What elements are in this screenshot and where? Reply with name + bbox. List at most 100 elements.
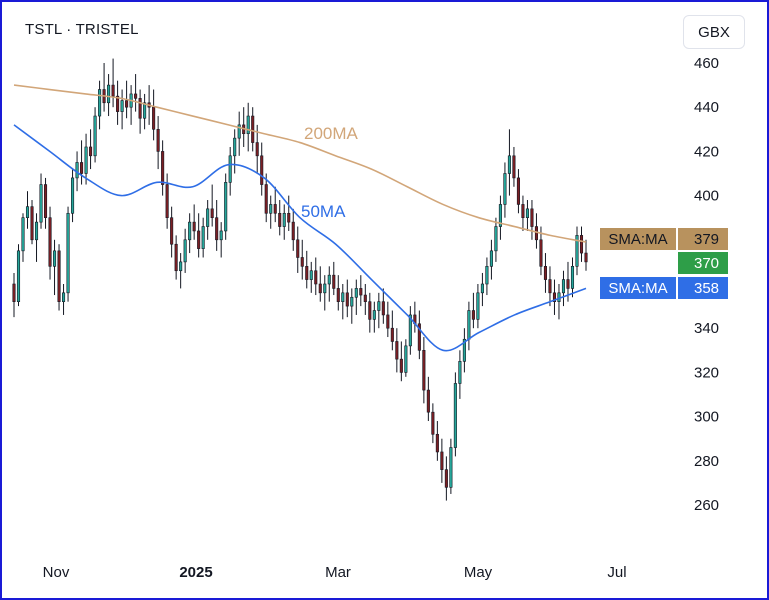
candle-body xyxy=(323,283,327,294)
candle xyxy=(345,279,349,318)
candles-group xyxy=(12,58,588,501)
y-tick-label: 260 xyxy=(694,497,719,514)
candle-body xyxy=(62,292,66,302)
candle-body xyxy=(34,221,39,241)
candle-body xyxy=(179,261,183,272)
candle-body xyxy=(66,212,70,294)
candle-body xyxy=(467,310,471,340)
candle-body xyxy=(228,155,232,183)
y-tick-label: 300 xyxy=(694,409,719,426)
candle-body xyxy=(476,292,480,320)
candle xyxy=(363,284,367,315)
candle-body xyxy=(503,173,507,205)
sma200-annotation: 200MA xyxy=(304,124,359,143)
candle-body xyxy=(197,230,201,249)
candle-body xyxy=(318,283,322,294)
candle-body xyxy=(354,288,358,298)
x-tick-label: Nov xyxy=(43,564,70,581)
price-tag-value-bg xyxy=(678,277,728,299)
candle xyxy=(485,257,489,296)
candle-body xyxy=(363,294,367,302)
candle-body xyxy=(125,100,129,108)
candle xyxy=(84,133,88,185)
candle-body xyxy=(498,204,502,227)
candle-body xyxy=(305,266,309,280)
candle xyxy=(98,80,102,130)
candle xyxy=(368,292,372,333)
candle-body xyxy=(269,204,273,214)
candle xyxy=(287,195,291,231)
candle xyxy=(462,328,466,373)
candle-body xyxy=(89,146,93,157)
candle-body xyxy=(12,283,16,302)
candle xyxy=(467,301,471,351)
candle-body xyxy=(170,217,174,245)
candle-body xyxy=(251,115,255,143)
y-tick-label: 400 xyxy=(694,188,719,205)
candle-body xyxy=(552,292,557,302)
price-tag-sma50: SMA:MA 358 xyxy=(600,277,728,299)
candle xyxy=(327,266,331,302)
candle xyxy=(102,63,106,112)
candle xyxy=(161,140,165,196)
candle xyxy=(179,253,183,289)
candle xyxy=(89,129,93,170)
candle xyxy=(332,261,336,296)
candle-body xyxy=(273,204,277,214)
candle xyxy=(476,284,480,329)
candle-body xyxy=(359,288,363,296)
candle-body xyxy=(530,208,534,227)
candle-body xyxy=(422,349,426,391)
candle-body xyxy=(161,151,165,185)
candle xyxy=(12,272,16,318)
candle xyxy=(156,116,160,170)
candle-body xyxy=(48,217,52,267)
candle xyxy=(426,376,430,422)
candle-body xyxy=(521,204,525,219)
candle-body xyxy=(489,250,493,267)
candle-body xyxy=(93,115,97,157)
candle-body xyxy=(278,212,282,227)
candle-body xyxy=(16,250,21,302)
candle xyxy=(305,250,309,289)
candle xyxy=(183,228,187,273)
candle xyxy=(516,169,520,214)
candle-body xyxy=(534,226,538,241)
candle-body xyxy=(485,266,489,285)
y-tick-label: 320 xyxy=(694,364,719,381)
price-tag-label-bg xyxy=(600,228,676,250)
price-tag-value: 379 xyxy=(694,231,719,248)
candle-body xyxy=(183,239,187,263)
candle-body xyxy=(390,327,394,342)
candle xyxy=(404,339,408,377)
candle xyxy=(372,301,376,333)
candle xyxy=(152,89,156,141)
candle xyxy=(323,275,327,311)
candle-body xyxy=(143,102,147,119)
candle xyxy=(512,146,516,187)
candle xyxy=(233,129,237,174)
x-tick-label: Mar xyxy=(325,564,351,581)
candle xyxy=(408,306,412,355)
candle xyxy=(188,213,192,254)
candle xyxy=(579,226,584,262)
candle-body xyxy=(512,155,516,179)
candle-body xyxy=(426,389,430,413)
candle xyxy=(377,292,381,329)
candle-body xyxy=(75,162,79,179)
candle xyxy=(422,337,426,404)
candle xyxy=(219,222,223,258)
candle-body xyxy=(107,84,111,104)
candle-body xyxy=(377,301,381,311)
candle-body xyxy=(219,230,223,241)
candle xyxy=(498,195,502,240)
price-tag-label: SMA:MA xyxy=(608,231,667,248)
price-tag-sma200: SMA:MA 379 xyxy=(600,228,728,250)
candle xyxy=(480,272,484,307)
candle-body xyxy=(98,89,102,117)
currency-button[interactable]: GBX xyxy=(683,15,745,49)
candle-body xyxy=(444,469,448,488)
candle-body xyxy=(210,208,214,219)
candle-body xyxy=(395,341,399,360)
